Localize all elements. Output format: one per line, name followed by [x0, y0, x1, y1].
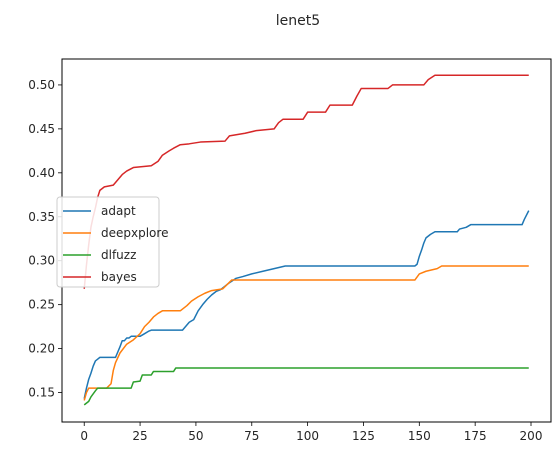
legend-label-dlfuzz: dlfuzz: [101, 248, 136, 262]
series-line-dlfuzz: [83, 367, 529, 406]
y-tick-label: 0.50: [28, 78, 55, 92]
series-line-bayes: [83, 74, 529, 289]
legend-box: [56, 196, 160, 288]
y-tick-label: 0.25: [28, 298, 55, 312]
x-tick-label: 50: [188, 429, 203, 443]
x-tick-label: 150: [408, 429, 431, 443]
legend-label-bayes: bayes: [101, 270, 137, 284]
series-line-adapt: [83, 210, 530, 399]
y-tick-label: 0.30: [28, 254, 55, 268]
x-tick-label: 0: [80, 429, 88, 443]
series-line-deepxplore: [83, 265, 529, 401]
chart-title: lenet5: [276, 13, 320, 29]
x-tick-label: 100: [296, 429, 319, 443]
y-tick-label: 0.40: [28, 166, 55, 180]
x-tick-label: 200: [520, 429, 543, 443]
y-tick-label: 0.45: [28, 122, 55, 136]
y-tick-label: 0.35: [28, 210, 55, 224]
x-tick-label: 25: [132, 429, 147, 443]
series-layer: [83, 74, 530, 406]
axis-layer: 0 25 50 75 100 125 150 175 200 0.15 0.20 0.25 0.30 0.…: [28, 78, 542, 443]
x-tick-label: 125: [352, 429, 375, 443]
y-tick-label: 0.15: [28, 386, 55, 400]
legend: adapt deepxplore dlfuzz bayes: [56, 196, 168, 288]
legend-label-deepxplore: deepxplore: [101, 226, 168, 240]
x-tick-label: 75: [244, 429, 259, 443]
legend-label-adapt: adapt: [101, 204, 136, 218]
y-tick-label: 0.20: [28, 342, 55, 356]
x-tick-label: 175: [464, 429, 487, 443]
